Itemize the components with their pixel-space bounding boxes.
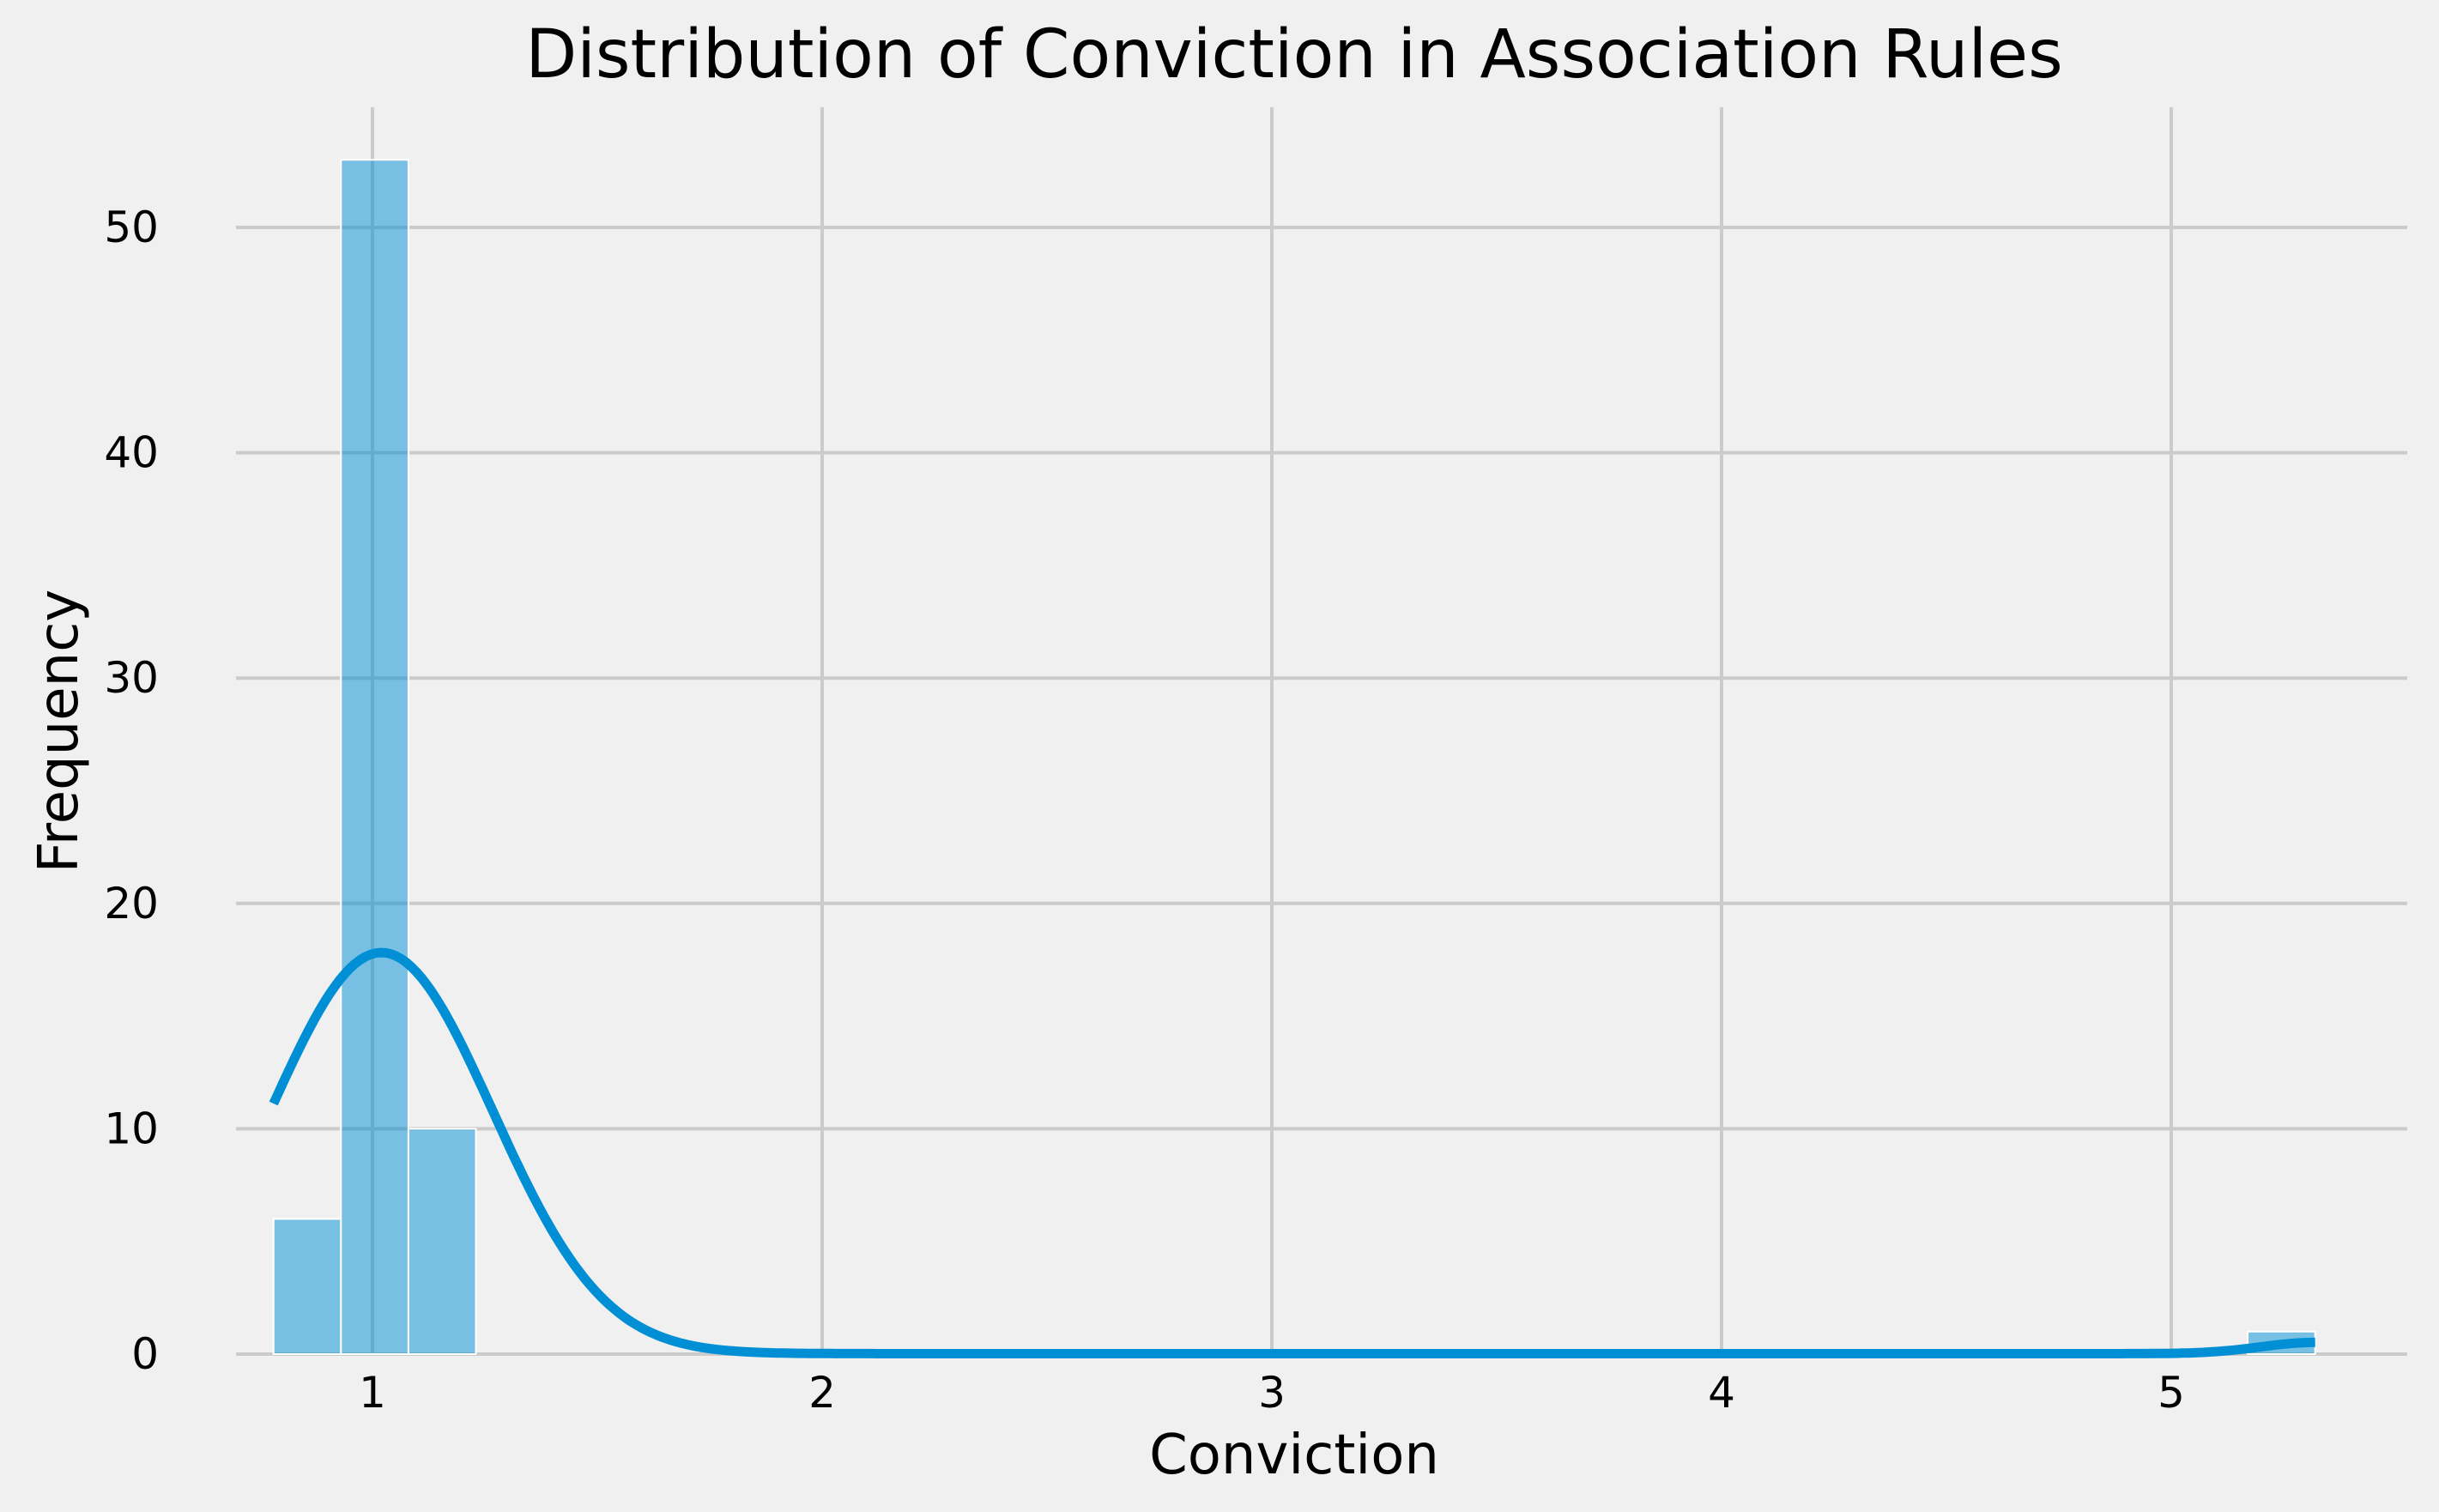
y-tick-label: 10 (104, 1104, 159, 1153)
y-tick-label: 40 (104, 428, 159, 478)
chart-title: Distribution of Conviction in Associatio… (525, 16, 2063, 94)
histogram-bar (340, 159, 409, 1356)
x-tick-label: 2 (808, 1368, 836, 1418)
x-tick-label: 4 (1708, 1368, 1735, 1418)
y-tick-label: 20 (104, 879, 159, 928)
kde-curve-group (269, 947, 2315, 1358)
y-tick-label: 0 (131, 1329, 159, 1379)
x-axis-label: Conviction (1149, 1424, 1439, 1487)
x-tick-label: 1 (359, 1368, 386, 1418)
y-tick-label: 30 (104, 653, 159, 703)
grid (236, 107, 2407, 1356)
x-tick-label: 5 (2158, 1368, 2185, 1418)
histogram-bar (272, 1218, 342, 1355)
y-tick-label: 50 (104, 203, 159, 252)
x-tick-label: 3 (1258, 1368, 1286, 1418)
kde-line (269, 947, 2315, 1358)
y-axis-label: Frequency (27, 590, 91, 874)
histogram-bars (272, 159, 2316, 1356)
histogram-bar (407, 1128, 477, 1356)
